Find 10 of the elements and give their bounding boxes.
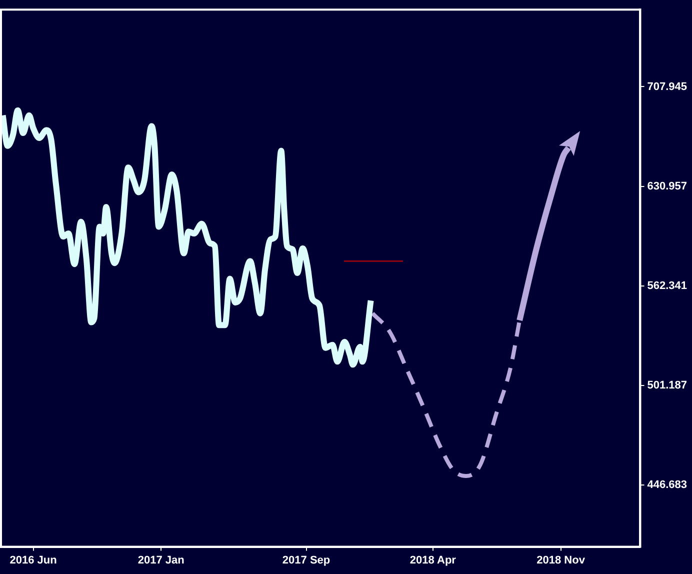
y-tick-label: 562.341	[647, 280, 688, 292]
y-tick-label: 707.945	[647, 80, 688, 93]
x-tick-label: 2016 Jun	[10, 554, 58, 566]
y-tick-label: 446.683	[647, 478, 688, 491]
y-tick-label: 501.187	[647, 379, 688, 392]
x-tick-label: 2018 Nov	[536, 554, 586, 566]
y-tick-label: 630.957	[647, 180, 688, 192]
x-tick-label: 2018 Apr	[410, 554, 457, 566]
x-tick-label: 2017 Jan	[138, 554, 185, 566]
x-tick-label: 2017 Sep	[282, 554, 330, 566]
